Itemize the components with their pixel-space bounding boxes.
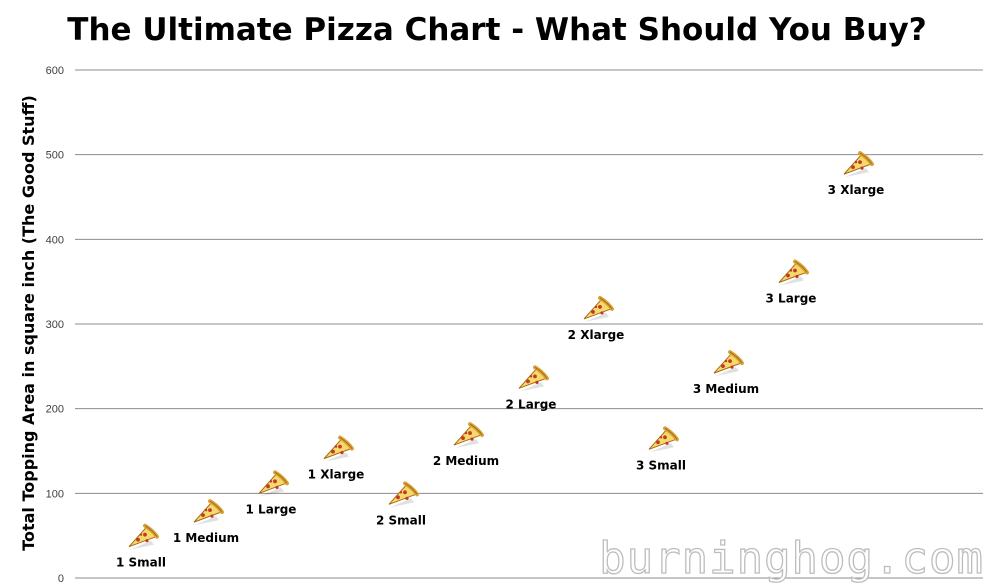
data-point xyxy=(778,259,809,286)
data-point xyxy=(713,350,744,377)
pizza-slice-icon xyxy=(778,259,809,286)
data-label: 3 Medium xyxy=(693,382,759,396)
watermark-text: burninghog.com xyxy=(599,533,984,584)
y-tick-label: 400 xyxy=(46,234,64,246)
y-tick-label: 0 xyxy=(58,573,64,585)
pizza-slice-icon xyxy=(128,523,159,550)
data-point xyxy=(453,422,484,449)
data-label: 1 Xlarge xyxy=(308,468,365,482)
pizza-slice-icon xyxy=(258,470,289,497)
data-point xyxy=(193,499,224,526)
data-label: 2 Xlarge xyxy=(568,328,625,342)
pizza-slice-icon xyxy=(583,295,614,322)
data-point xyxy=(323,435,354,462)
y-tick-label: 500 xyxy=(46,150,64,162)
y-axis-ticks: 0 100 200 300 400 500 600 xyxy=(46,65,64,585)
chart-title: The Ultimate Pizza Chart - What Should Y… xyxy=(67,12,926,48)
data-point xyxy=(518,365,549,392)
data-label: 3 Small xyxy=(636,458,686,472)
pizza-slice-icon xyxy=(388,481,419,508)
data-label: 3 Xlarge xyxy=(828,183,885,197)
data-point xyxy=(843,151,874,178)
y-tick-label: 300 xyxy=(46,319,64,331)
pizza-slice-icon xyxy=(193,499,224,526)
data-label: 2 Small xyxy=(376,513,426,527)
y-tick-label: 100 xyxy=(46,488,64,500)
data-point xyxy=(583,295,614,322)
y-axis-label: Total Topping Area in square inch (The G… xyxy=(19,95,38,551)
data-point xyxy=(388,481,419,508)
pizza-slice-icon xyxy=(713,350,744,377)
data-label: 3 Large xyxy=(766,292,817,306)
pizza-slice-icon xyxy=(323,435,354,462)
data-label: 2 Large xyxy=(506,397,557,411)
gridlines xyxy=(75,69,983,579)
pizza-slice-icon xyxy=(453,422,484,449)
data-point xyxy=(128,523,159,550)
y-tick-label: 600 xyxy=(46,65,64,77)
pizza-slice-icon xyxy=(843,151,874,178)
data-point xyxy=(648,426,679,453)
pizza-slice-icon xyxy=(518,365,549,392)
y-tick-label: 200 xyxy=(46,404,64,416)
data-label: 1 Medium xyxy=(173,531,239,545)
data-label: 2 Medium xyxy=(433,454,499,468)
data-points: 1 Small 1 Medium 1 Large 1 Xlarge 2 Small 2 M… xyxy=(116,151,885,570)
data-label: 1 Large xyxy=(246,502,297,516)
data-label: 1 Small xyxy=(116,556,166,570)
data-point xyxy=(258,470,289,497)
pizza-slice-icon xyxy=(648,426,679,453)
